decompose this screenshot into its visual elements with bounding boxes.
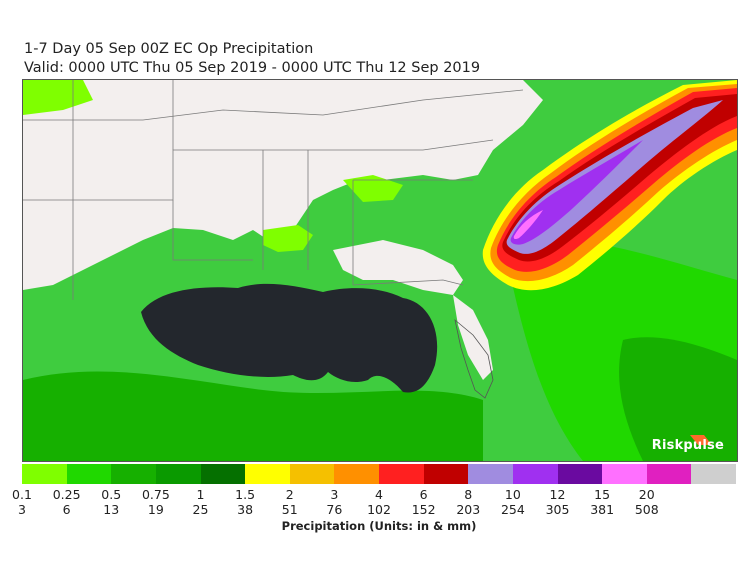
legend-tick-label: 3 76 [309,487,359,517]
legend-tick-label: 4 102 [354,487,404,517]
legend-swatch [200,464,246,484]
swath-15in [513,210,543,240]
legend-swatch [557,464,603,484]
gulf-no-data-region [141,283,438,393]
legend-mm-value: 25 [192,502,209,517]
boundary-line-6 [263,139,494,151]
legend-inches-value: 0.75 [141,487,170,502]
swath-10in [510,140,643,245]
legend-inches-value: 3 [330,487,339,502]
legend-swatch [602,464,647,484]
legend-mm-value: 508 [634,502,659,517]
legend-mm-value: 6 [62,502,71,517]
map-canvas [23,80,737,461]
legend-swatch [111,464,156,484]
dry-land-interior [23,80,543,290]
legend-swatch [22,464,67,484]
legend-inches-value: 10 [504,487,521,502]
legend-inches-value: 20 [638,487,655,502]
legend-tick-label: 1.5 38 [220,487,270,517]
legend-mm-value: 381 [590,502,615,517]
legend-swatch [66,464,112,484]
legend-mm-value: 254 [500,502,525,517]
legend-swatch [155,464,201,484]
legend-inches-value: 0.25 [52,487,81,502]
legend-swatch [334,464,379,484]
legend-mm-value: 152 [411,502,436,517]
legend-tick-label: 0.1 3 [0,487,47,517]
legend-swatch [512,464,558,484]
atlantic-rain-area-east [619,337,737,461]
legend-inches-value: 15 [594,487,611,502]
legend-tick-label: 0.25 6 [42,487,92,517]
legend-tick-label: 6 152 [399,487,449,517]
boundary-line-2 [172,200,253,261]
legend-inches-value: 0.5 [101,487,122,502]
legend-inches-value: 6 [419,487,428,502]
legend-mm-value: 102 [367,502,391,517]
map-title: 1-7 Day 05 Sep 00Z EC Op Precipitation V… [24,40,480,78]
state-boundaries [23,80,524,300]
legend-swatch [646,464,692,484]
legend-tick-label: 15 381 [577,487,627,517]
legend-tick-label: 0.75 19 [131,487,181,517]
legend-swatch [423,464,469,484]
title-line-2: Valid: 0000 UTC Thu 05 Sep 2019 - 0000 U… [24,60,481,76]
legend-mm-value: 38 [237,502,254,517]
legend-swatch [468,464,513,484]
legend-tick-label: 0.5 13 [86,487,136,517]
legend-swatch [379,464,424,484]
legend-mm-value: 76 [326,502,343,517]
legend-tick-label: 10 254 [488,487,538,517]
legend-mm-value: 51 [281,502,298,517]
legend-swatch [691,464,736,484]
legend-mm-value: 19 [147,502,164,517]
legend-inches-value: 2 [285,487,294,502]
riskpulse-flag-icon [690,430,712,449]
legend-swatch [289,464,335,484]
ocean-rain-band-south [23,371,483,461]
legend-tick-label: 2 51 [265,487,315,517]
boundary-line-8 [23,89,524,121]
legend-inches-value: 12 [549,487,566,502]
legend-tick-label: 12 305 [533,487,583,517]
legend-labels: 0.1 3 0.25 6 0.5 13 0.75 19 1 25 1.5 38 2 51 3 76 4 102 6 1… [12,487,750,517]
legend-inches-value: 8 [464,487,473,502]
legend-mm-value: 305 [545,502,570,517]
boundary-line-1 [23,149,263,201]
rain-patch-gulf-coast [263,225,313,252]
rain-patch-northwest [23,80,93,115]
legend-inches-value: 4 [375,487,383,502]
precipitation-map [22,79,738,462]
brand-logo: Riskpulse [651,438,724,453]
legend-inches-value: 0.1 [12,487,32,502]
title-line-1: 1-7 Day 05 Sep 00Z EC Op Precipitation [24,41,314,57]
legend-tick-label: 8 203 [443,487,493,517]
rain-patch-carolinas [343,175,403,202]
legend-inches-value: 1 [196,487,205,502]
florida-coastline [454,318,494,399]
legend-mm-value: 3 [18,502,26,517]
boundary-line-11 [352,279,464,286]
legend-swatch [245,464,290,484]
color-legend [22,464,736,484]
legend-inches-value: 1.5 [235,487,256,502]
dry-land-florida [453,295,493,380]
dry-land-southeast [333,240,463,295]
legend-tick-label: 1 25 [176,487,226,517]
legend-mm-value: 203 [456,502,481,517]
legend-tick-label: 20 508 [622,487,672,517]
legend-mm-value: 13 [103,502,120,517]
units-label: Precipitation (Units: in & mm) [281,519,477,533]
